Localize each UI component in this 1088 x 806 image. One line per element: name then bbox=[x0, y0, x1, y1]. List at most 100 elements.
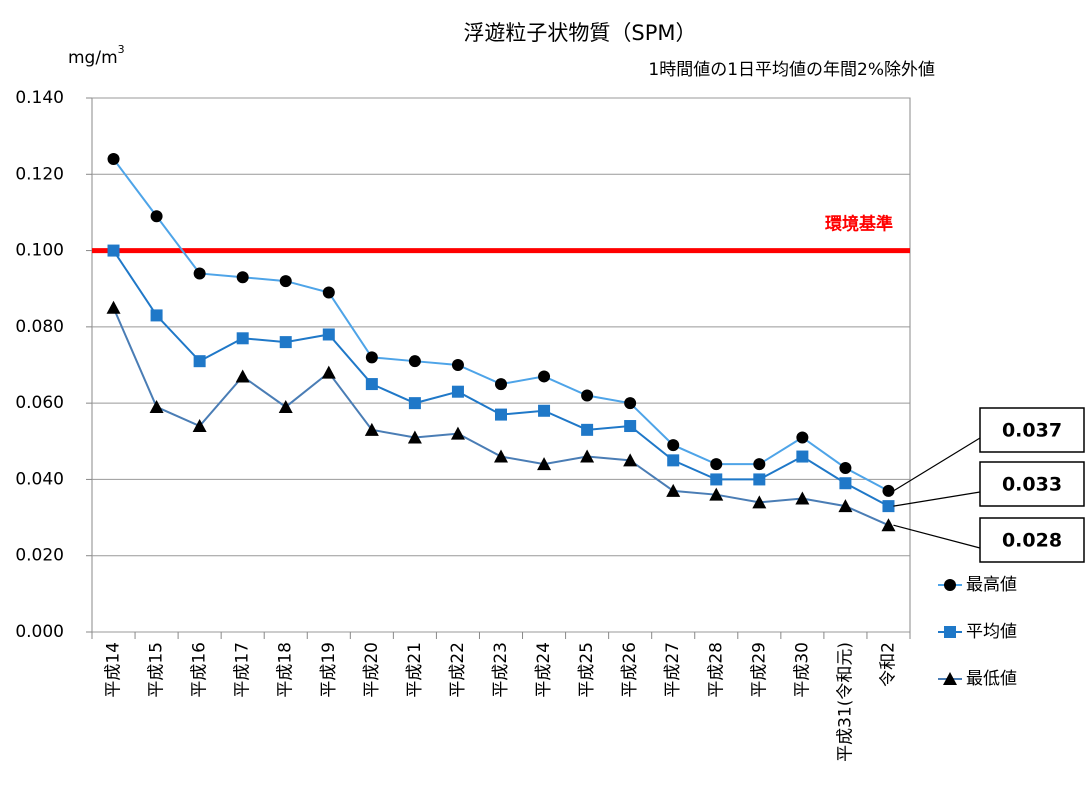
marker bbox=[795, 491, 810, 505]
legend-label: 最高値 bbox=[966, 575, 1017, 595]
y-tick-label: 0.120 bbox=[15, 164, 64, 184]
marker bbox=[236, 271, 249, 284]
x-tick-label: 平成14 bbox=[104, 642, 124, 698]
marker bbox=[709, 487, 724, 501]
y-tick-label: 0.140 bbox=[15, 88, 64, 108]
x-tick-label: 平成26 bbox=[620, 642, 640, 698]
marker bbox=[279, 336, 292, 349]
marker bbox=[666, 483, 681, 497]
chart-subtitle: 1時間値の1日平均値の年間2%除外値 bbox=[648, 60, 935, 80]
marker bbox=[943, 672, 957, 685]
marker bbox=[365, 378, 378, 391]
callout-leader bbox=[893, 437, 981, 492]
marker bbox=[193, 267, 206, 280]
marker bbox=[838, 499, 853, 513]
marker bbox=[581, 389, 594, 402]
legend-label: 最低値 bbox=[966, 669, 1017, 689]
marker bbox=[580, 449, 595, 463]
marker bbox=[236, 332, 249, 345]
x-tick-label: 平成30 bbox=[792, 642, 812, 698]
x-tick-label: 平成25 bbox=[577, 642, 597, 698]
marker bbox=[537, 457, 552, 471]
marker bbox=[150, 309, 163, 322]
x-tick-label: 平成28 bbox=[706, 642, 726, 698]
marker bbox=[106, 300, 121, 314]
x-tick-label: 平成18 bbox=[276, 642, 296, 698]
marker bbox=[581, 423, 594, 436]
marker bbox=[107, 153, 120, 166]
marker bbox=[451, 385, 464, 398]
marker bbox=[839, 477, 852, 490]
marker bbox=[667, 454, 680, 467]
x-tick-label: 令和2 bbox=[878, 642, 898, 687]
marker bbox=[365, 351, 378, 364]
y-tick-label: 0.060 bbox=[15, 393, 64, 413]
marker bbox=[881, 518, 896, 532]
callout-box bbox=[979, 461, 1085, 507]
marker bbox=[407, 430, 422, 444]
marker bbox=[150, 210, 163, 223]
marker bbox=[279, 275, 292, 288]
x-tick-label: 平成15 bbox=[147, 642, 167, 698]
x-tick-label: 平成24 bbox=[534, 642, 554, 698]
marker bbox=[710, 458, 723, 471]
marker bbox=[149, 399, 164, 413]
marker bbox=[753, 458, 766, 471]
marker bbox=[408, 355, 421, 368]
x-tick-label: 平成16 bbox=[190, 642, 210, 698]
marker bbox=[278, 399, 293, 413]
callout-leader bbox=[893, 524, 981, 549]
marker bbox=[796, 431, 809, 444]
marker bbox=[624, 420, 637, 433]
unit: mg/m bbox=[68, 48, 118, 68]
x-tick-label: 平成29 bbox=[749, 642, 769, 698]
x-tick-label: 平成31(令和元) bbox=[835, 642, 855, 762]
y-tick-label: 0.040 bbox=[15, 469, 64, 489]
marker bbox=[451, 359, 464, 371]
callout-label: 0.037 bbox=[1002, 420, 1062, 442]
x-tick-label: 平成21 bbox=[405, 642, 425, 698]
unit-sup: 3 bbox=[118, 43, 125, 56]
marker bbox=[494, 449, 508, 463]
marker bbox=[235, 369, 250, 383]
x-tick-label: 平成20 bbox=[362, 642, 382, 698]
y-tick-label: 0.100 bbox=[15, 241, 64, 261]
y-tick-label: 0.000 bbox=[15, 622, 64, 642]
x-tick-label: 平成19 bbox=[319, 642, 339, 698]
x-tick-label: 平成17 bbox=[233, 642, 253, 698]
marker bbox=[495, 378, 507, 391]
series-line bbox=[112, 158, 889, 492]
marker bbox=[322, 286, 335, 299]
marker bbox=[322, 328, 335, 341]
marker bbox=[450, 426, 465, 440]
y-tick-label: 0.080 bbox=[15, 317, 64, 337]
callout-box bbox=[979, 407, 1085, 453]
marker bbox=[667, 439, 680, 452]
marker bbox=[944, 626, 956, 638]
marker bbox=[538, 404, 551, 417]
marker bbox=[193, 355, 206, 368]
marker bbox=[538, 370, 551, 383]
marker bbox=[752, 495, 767, 509]
callout-leader bbox=[893, 491, 981, 507]
x-tick-label: 平成22 bbox=[448, 642, 468, 698]
chart-title: 浮遊粒子状物質（SPM） bbox=[463, 21, 696, 45]
marker bbox=[408, 397, 421, 410]
callout-label: 0.028 bbox=[1002, 530, 1062, 552]
marker bbox=[624, 397, 637, 410]
legend-label: 平均値 bbox=[966, 622, 1017, 642]
marker bbox=[364, 422, 379, 436]
marker bbox=[882, 500, 895, 513]
marker bbox=[192, 419, 207, 433]
unit-label: mg/m3 bbox=[68, 43, 125, 68]
marker bbox=[839, 461, 852, 474]
marker bbox=[944, 579, 956, 591]
marker bbox=[710, 473, 723, 486]
marker bbox=[495, 408, 507, 421]
marker bbox=[882, 484, 895, 497]
marker bbox=[753, 473, 766, 486]
plot-area bbox=[91, 97, 911, 633]
marker bbox=[321, 365, 336, 379]
marker bbox=[796, 450, 809, 463]
